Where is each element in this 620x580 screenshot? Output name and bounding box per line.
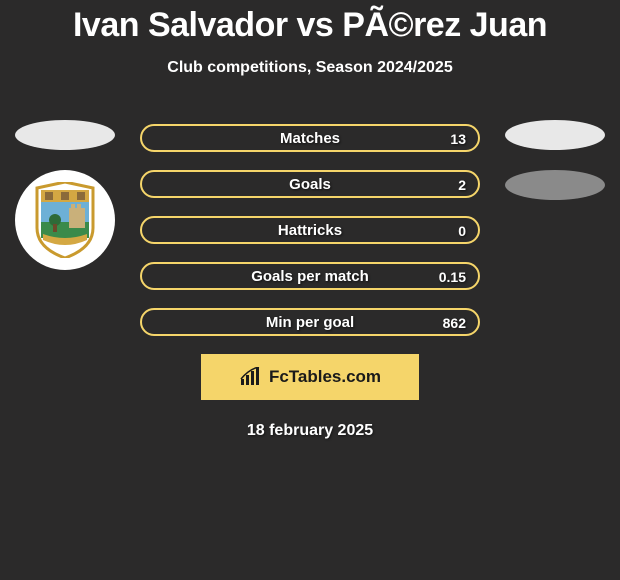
club-badge-circle — [15, 170, 115, 270]
stat-value: 2 — [458, 172, 466, 196]
player1-slot-ellipse — [15, 120, 115, 150]
stat-label: Min per goal — [142, 310, 478, 334]
stat-label: Hattricks — [142, 218, 478, 242]
stat-value: 13 — [450, 126, 466, 150]
stat-row-goals: Goals 2 — [140, 170, 480, 198]
right-column — [500, 120, 610, 220]
left-column — [10, 120, 120, 270]
date-label: 18 february 2025 — [140, 422, 480, 440]
brand-label: FcTables.com — [269, 367, 381, 387]
brand-box[interactable]: FcTables.com — [201, 354, 419, 400]
subtitle: Club competitions, Season 2024/2025 — [0, 59, 620, 77]
stat-value: 862 — [443, 310, 466, 334]
stat-value: 0.15 — [439, 264, 466, 288]
stat-row-mpg: Min per goal 862 — [140, 308, 480, 336]
club-crest-icon — [33, 182, 97, 258]
stat-row-gpm: Goals per match 0.15 — [140, 262, 480, 290]
player2-slot-ellipse-2 — [505, 170, 605, 200]
stat-label: Matches — [142, 126, 478, 150]
stat-row-matches: Matches 13 — [140, 124, 480, 152]
player2-slot-ellipse-1 — [505, 120, 605, 150]
stat-label: Goals per match — [142, 264, 478, 288]
stat-value: 0 — [458, 218, 466, 242]
stat-label: Goals — [142, 172, 478, 196]
stat-row-hattricks: Hattricks 0 — [140, 216, 480, 244]
page-title: Ivan Salvador vs PÃ©rez Juan — [0, 0, 620, 45]
bar-chart-icon — [239, 367, 263, 387]
stats-panel: Matches 13 Goals 2 Hattricks 0 Goals per… — [140, 124, 480, 440]
